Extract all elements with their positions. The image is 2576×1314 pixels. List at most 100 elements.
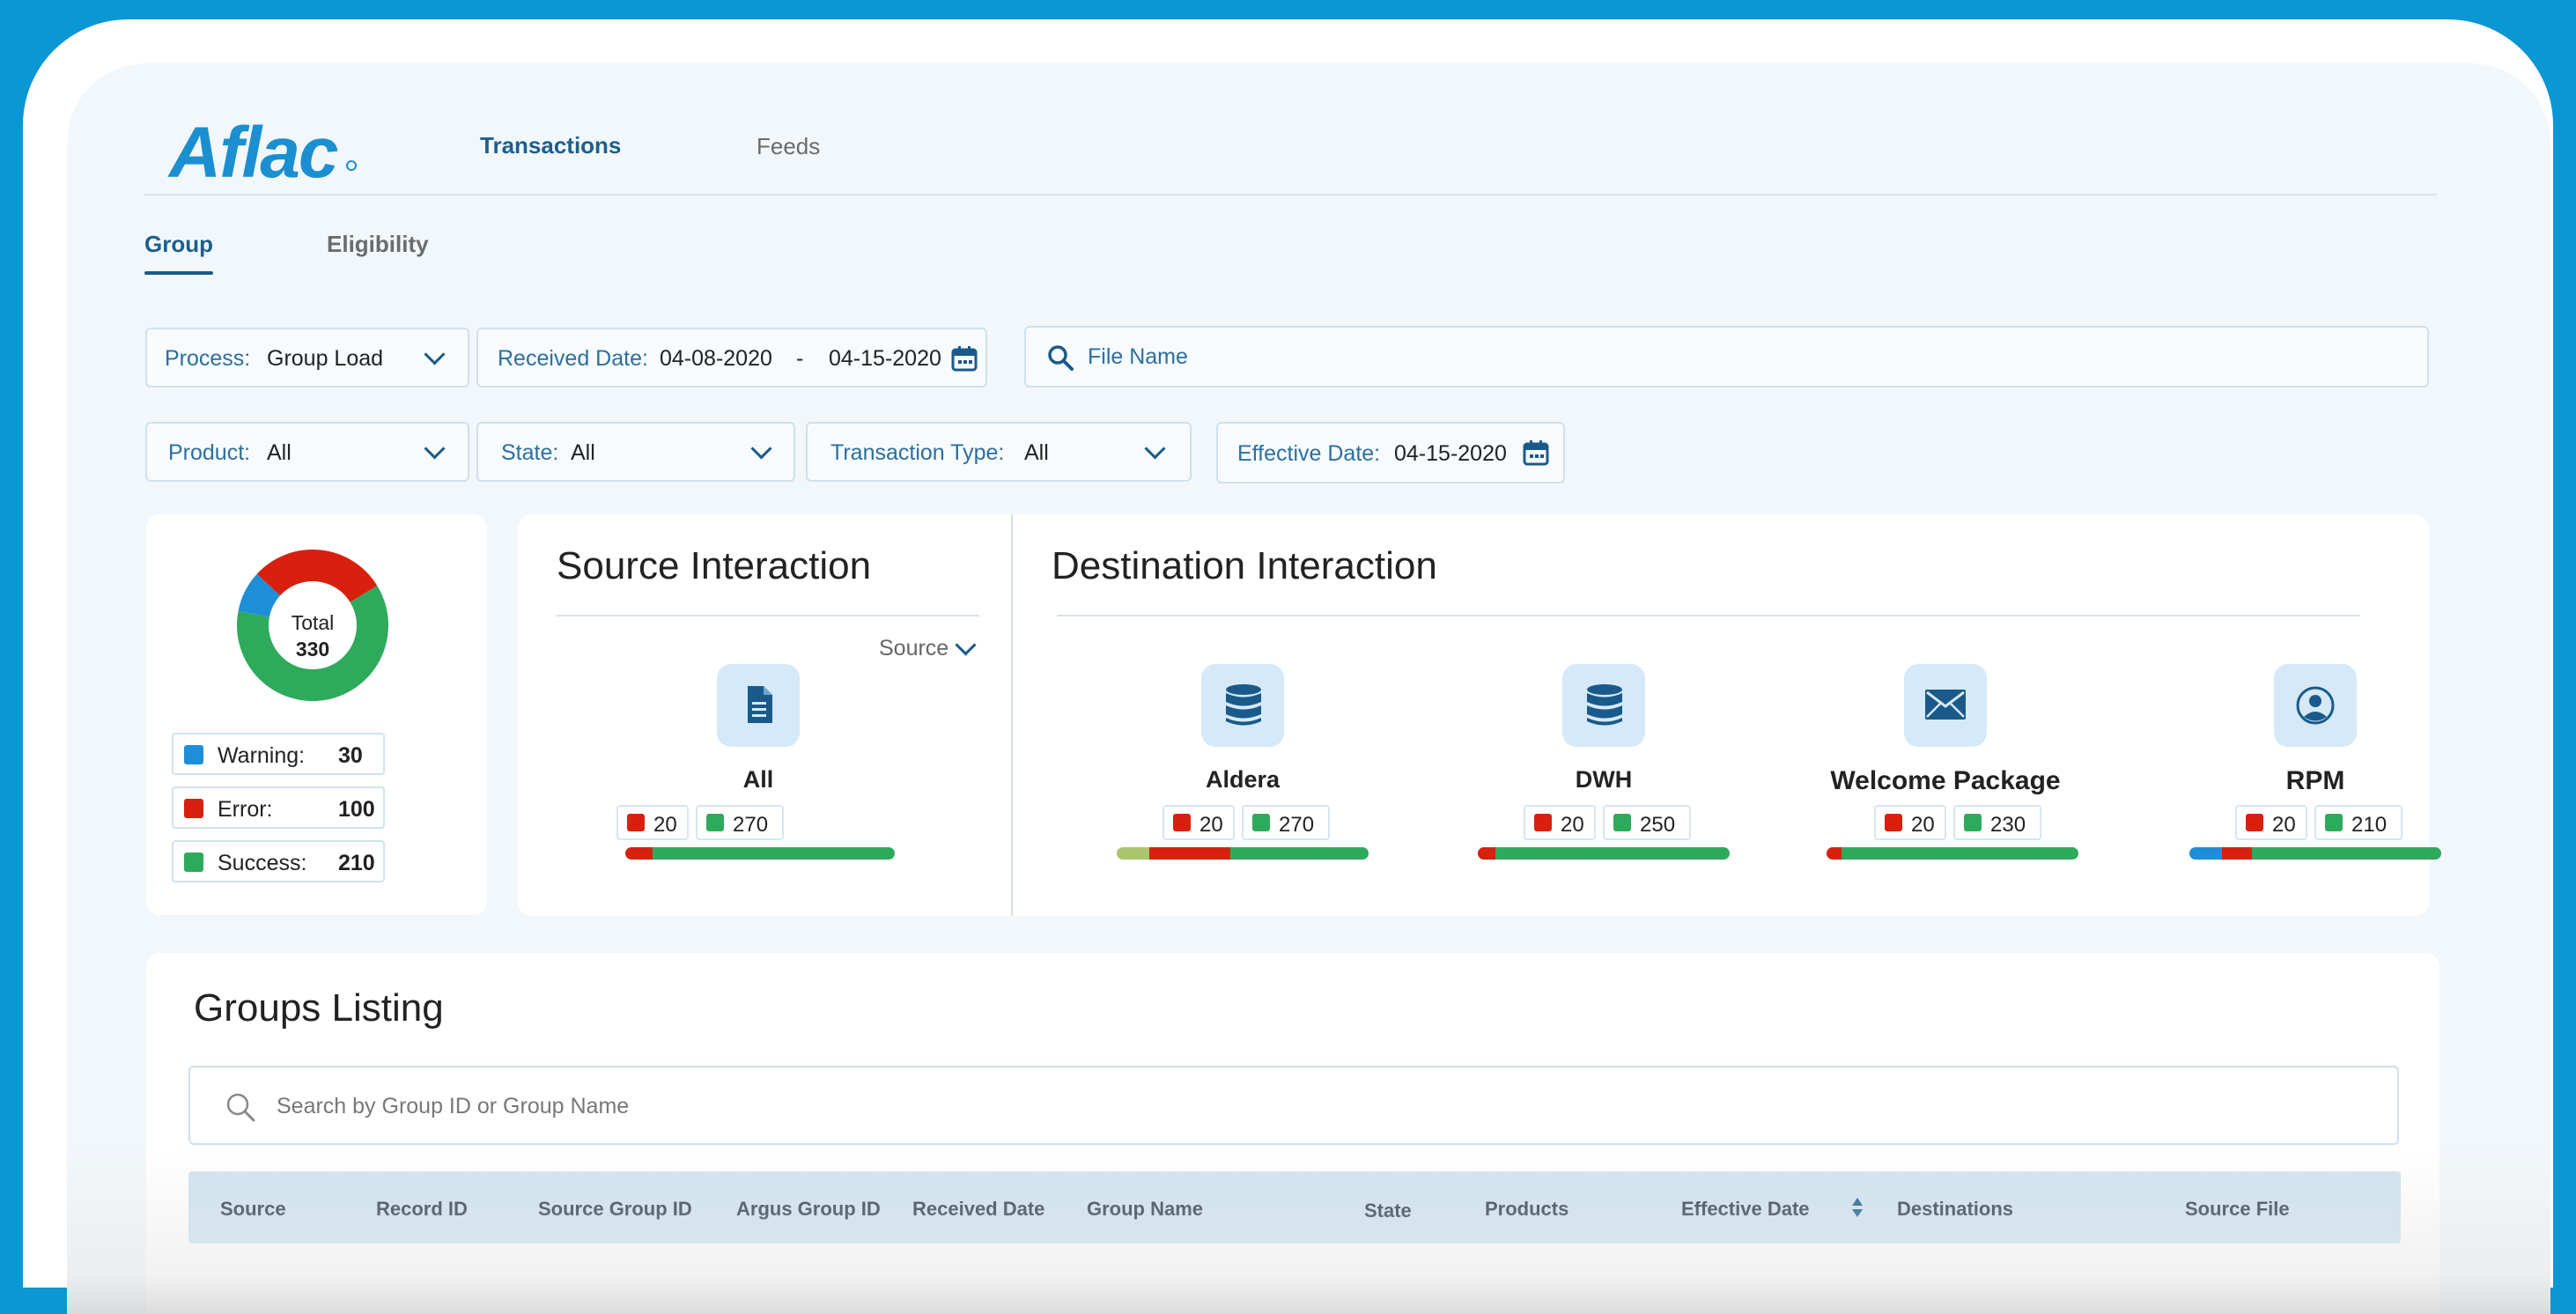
rpm-icon-tile[interactable] — [2274, 664, 2357, 747]
calendar-icon[interactable] — [1523, 439, 1549, 466]
col-effective-date[interactable]: Effective Date — [1681, 1198, 1810, 1220]
sort-icon[interactable] — [1851, 1196, 1864, 1219]
chevron-down-icon — [750, 438, 772, 460]
error-count: 20 — [1911, 813, 1935, 837]
col-group-name[interactable]: Group Name — [1087, 1198, 1204, 1220]
destination-interaction-title: Destination Interaction — [1052, 544, 1437, 587]
registered-mark-icon — [346, 160, 357, 171]
col-source-group-id[interactable]: Source Group ID — [538, 1198, 692, 1220]
database-icon — [1226, 684, 1261, 726]
col-source[interactable]: Source — [220, 1198, 286, 1220]
process-dropdown[interactable]: Process: Group Load — [145, 328, 469, 388]
dest-welcome-package-name: Welcome Package — [1830, 766, 2061, 795]
summary-card: Total 330 Warning: 30 Error: 100 Success… — [146, 514, 487, 915]
search-icon — [226, 1093, 255, 1122]
received-date-label: Received Date: — [498, 346, 648, 371]
error-count: 20 — [1561, 813, 1584, 837]
dwh-success-count: 250 — [1603, 805, 1691, 840]
effective-date-label: Effective Date: — [1237, 441, 1381, 466]
col-argus-group-id[interactable]: Argus Group ID — [736, 1198, 881, 1220]
file-name-search[interactable]: File Name — [1024, 326, 2429, 388]
table-header: Source Record ID Source Group ID Argus G… — [188, 1171, 2401, 1244]
error-swatch — [184, 799, 203, 818]
error-swatch — [1173, 814, 1191, 831]
interaction-card: Source Interaction Source Destination In… — [518, 514, 2441, 916]
nav-tab-transactions[interactable]: Transactions — [480, 132, 622, 159]
received-date-range[interactable]: Received Date: 04-08-2020 - 04-15-2020 — [476, 328, 987, 388]
header-divider — [144, 194, 2437, 196]
effective-date-picker[interactable]: Effective Date: 04-15-2020 — [1216, 422, 1565, 484]
chevron-down-icon[interactable] — [955, 634, 977, 656]
source-interaction-title: Source Interaction — [557, 544, 872, 587]
effective-date-value: 04-15-2020 — [1394, 441, 1507, 466]
state-value: All — [571, 440, 595, 465]
bar-segment-error — [1827, 847, 1842, 860]
bar-segment-error — [2222, 847, 2253, 860]
chevron-down-icon — [1144, 438, 1166, 460]
file-name-placeholder: File Name — [1088, 344, 1188, 369]
transaction-type-dropdown[interactable]: Transaction Type: All — [806, 422, 1192, 482]
groups-listing-card: Groups Listing Search by Group ID or Gro… — [146, 953, 2439, 1314]
bar-segment-success — [652, 847, 895, 860]
received-date-to[interactable]: 04-15-2020 — [829, 346, 941, 371]
process-value: Group Load — [267, 346, 384, 371]
col-state[interactable]: State — [1364, 1200, 1412, 1222]
aldera-success-count: 270 — [1242, 805, 1330, 840]
welcome-package-icon-tile[interactable] — [1904, 664, 1987, 747]
col-products[interactable]: Products — [1485, 1198, 1569, 1220]
subtab-eligibility[interactable]: Eligibility — [327, 231, 429, 257]
col-record-id[interactable]: Record ID — [376, 1198, 468, 1220]
legend-warning-value: 30 — [338, 743, 363, 768]
envelope-icon — [1925, 690, 1966, 720]
transaction-type-value: All — [1024, 440, 1049, 465]
error-count: 20 — [2272, 813, 2296, 837]
bar-segment-error — [1149, 847, 1230, 860]
success-count: 230 — [1990, 813, 2026, 837]
dwh-error-count: 20 — [1524, 805, 1596, 840]
device-frame: Aflac Transactions Feeds Group Eligibili… — [23, 19, 2553, 1314]
legend-warning: Warning: 30 — [172, 733, 385, 775]
aldera-icon-tile[interactable] — [1201, 664, 1284, 747]
subtab-group[interactable]: Group — [144, 231, 213, 257]
rpm-success-count: 210 — [2314, 805, 2403, 840]
legend-success-label: Success: — [218, 851, 307, 875]
nav-tab-feeds[interactable]: Feeds — [757, 133, 821, 159]
source-dropdown[interactable]: Source — [879, 636, 948, 661]
calendar-icon[interactable] — [951, 345, 978, 372]
received-date-from[interactable]: 04-08-2020 — [660, 346, 772, 371]
status-donut-chart — [237, 550, 388, 701]
group-search-placeholder: Search by Group ID or Group Name — [277, 1094, 630, 1118]
document-icon-tile[interactable] — [717, 664, 800, 747]
group-search-input[interactable]: Search by Group ID or Group Name — [188, 1066, 2399, 1145]
legend-error-label: Error: — [218, 797, 273, 822]
donut-total-value: 330 — [295, 638, 330, 661]
source-all-name: All — [742, 766, 774, 793]
database-icon — [1587, 684, 1622, 726]
source-dropdown-label: Source — [879, 636, 949, 661]
rpm-error-count: 20 — [2235, 805, 2307, 840]
aflac-logo[interactable]: Aflac — [169, 113, 339, 193]
chevron-down-icon — [424, 343, 446, 365]
search-icon — [1048, 345, 1074, 371]
interaction-divider — [1011, 514, 1013, 916]
col-received-date[interactable]: Received Date — [912, 1198, 1045, 1220]
dest-rpm-name: RPM — [2285, 766, 2345, 795]
welcome-package-bar — [1827, 847, 2078, 860]
col-source-file[interactable]: Source File — [2185, 1198, 2290, 1220]
product-value: All — [267, 440, 292, 465]
active-subtab-underline — [144, 271, 213, 275]
dwh-icon-tile[interactable] — [1562, 664, 1645, 747]
warning-swatch — [184, 745, 203, 764]
error-swatch — [2246, 814, 2263, 831]
donut-total-label: Total — [291, 611, 335, 634]
aldera-error-count: 20 — [1163, 805, 1235, 840]
product-dropdown[interactable]: Product: All — [145, 422, 469, 482]
source-all-success-count: 270 — [696, 805, 784, 840]
error-swatch — [1885, 814, 1902, 831]
success-swatch — [184, 853, 203, 872]
aldera-bar — [1117, 847, 1369, 860]
chevron-down-icon — [424, 438, 446, 460]
state-dropdown[interactable]: State: All — [476, 422, 795, 482]
error-swatch — [1534, 814, 1552, 831]
col-destinations[interactable]: Destinations — [1897, 1198, 2014, 1220]
